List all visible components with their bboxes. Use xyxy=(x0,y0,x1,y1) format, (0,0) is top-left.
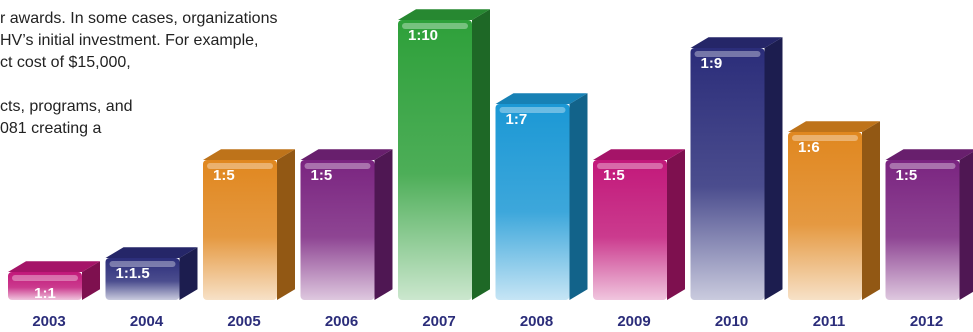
bar-front xyxy=(105,258,180,300)
bar-side xyxy=(667,149,685,300)
bar-top xyxy=(398,9,490,20)
bar-side xyxy=(374,149,393,300)
body-text: r awards. In some cases, organizations H… xyxy=(0,0,360,240)
bar-top xyxy=(885,149,973,160)
bar-front xyxy=(398,20,472,300)
bar-top xyxy=(203,149,295,160)
bar-highlight xyxy=(597,163,663,169)
bar-side xyxy=(764,37,783,300)
year-label: 2006 xyxy=(325,313,358,330)
bar-top xyxy=(593,149,685,160)
year-label: 2010 xyxy=(715,313,748,330)
text-line: ct cost of $15,000, xyxy=(0,54,131,71)
bar-side xyxy=(179,247,198,300)
bar-2011 xyxy=(788,121,880,300)
bar-2008 xyxy=(495,93,588,300)
bar-2010 xyxy=(690,37,783,300)
bar-side xyxy=(472,9,490,300)
bar-top xyxy=(300,149,393,160)
bar-front xyxy=(788,132,862,300)
bar-side xyxy=(82,261,100,300)
bar-value-label: 1:10 xyxy=(408,27,438,44)
bar-highlight xyxy=(694,51,761,57)
bar-highlight xyxy=(109,261,176,267)
bar-2003 xyxy=(8,261,100,300)
text-line: r awards. In some cases, organizations xyxy=(0,10,278,27)
bar-highlight xyxy=(499,107,566,113)
bar-highlight xyxy=(207,163,273,169)
year-label: 2008 xyxy=(520,313,553,330)
bar-value-label: 1:1 xyxy=(34,285,56,302)
bar-value-label: 1:5 xyxy=(213,167,235,184)
bar-2007 xyxy=(398,9,490,300)
bar-top xyxy=(690,37,783,48)
bar-2012 xyxy=(885,149,973,300)
bar-highlight xyxy=(12,275,78,281)
bar-front xyxy=(8,272,82,300)
bar-value-label: 1:1.5 xyxy=(116,265,150,282)
bar-value-label: 1:7 xyxy=(506,111,528,128)
text-line: HV’s initial investment. For example, xyxy=(0,32,259,49)
bar-2005 xyxy=(203,149,295,300)
bar-value-label: 1:6 xyxy=(798,139,820,156)
bar-value-label: 1:5 xyxy=(896,167,918,184)
bar-top xyxy=(8,261,100,272)
bar-value-label: 1:5 xyxy=(603,167,625,184)
bar-top xyxy=(495,93,588,104)
bar-value-label: 1:5 xyxy=(311,167,333,184)
bar-2004 xyxy=(105,247,198,300)
bar-front xyxy=(495,104,570,300)
bar-front xyxy=(203,160,277,300)
bar-top xyxy=(788,121,880,132)
bar-front xyxy=(690,48,765,300)
bar-side xyxy=(569,93,588,300)
year-label: 2009 xyxy=(617,313,650,330)
bar-side xyxy=(862,121,880,300)
year-label: 2007 xyxy=(422,313,455,330)
bar-top xyxy=(105,247,198,258)
bar-highlight xyxy=(402,23,468,29)
text-line: 081 creating a xyxy=(0,120,102,137)
bar-side xyxy=(959,151,973,300)
bar-front xyxy=(885,160,960,300)
text-line: cts, programs, and xyxy=(0,98,133,115)
bar-front xyxy=(593,160,667,300)
bar-highlight xyxy=(304,163,371,169)
bar-side xyxy=(277,149,295,300)
year-label: 2011 xyxy=(813,313,846,330)
bar-highlight xyxy=(889,163,956,169)
bar-front xyxy=(300,160,375,300)
bar-value-label: 1:9 xyxy=(701,55,723,72)
year-label: 2005 xyxy=(227,313,260,330)
year-label: 2012 xyxy=(910,313,943,330)
year-label: 2003 xyxy=(32,313,65,330)
bar-2006 xyxy=(300,149,393,300)
bar-highlight xyxy=(792,135,858,141)
year-label: 2004 xyxy=(130,313,164,330)
bar-2009 xyxy=(593,149,685,300)
